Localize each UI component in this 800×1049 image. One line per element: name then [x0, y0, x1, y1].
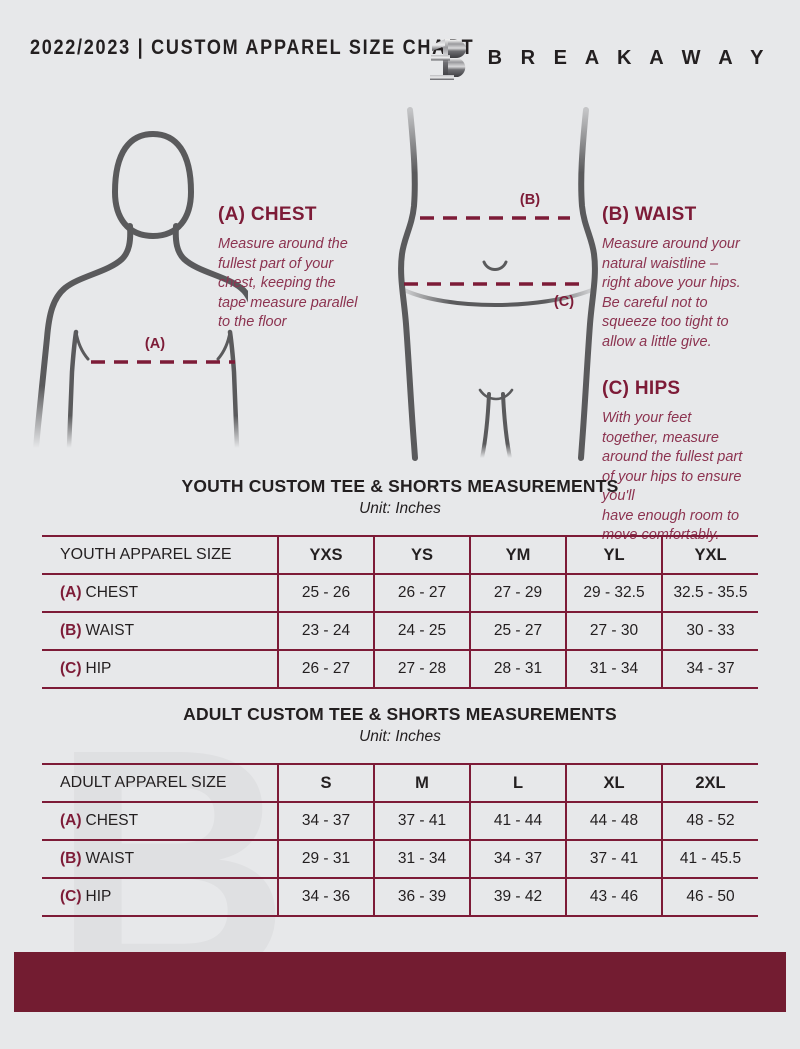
note-chest: (A) CHEST Measure around the fullest par…	[218, 204, 393, 333]
table-cell: 34 - 36	[277, 877, 374, 917]
size-chart-page: 2022/2023 | CUSTOM APPAREL SIZE CHART	[0, 34, 800, 1012]
note-waist-body: Measure around your natural waistline – …	[602, 236, 741, 350]
table-cell: 27 - 28	[373, 649, 470, 689]
note-waist-heading: (B) WAIST	[602, 204, 697, 225]
adult-row-label-waist: (B) WAIST	[42, 839, 278, 878]
page-header: 2022/2023 | CUSTOM APPAREL SIZE CHART	[0, 34, 800, 80]
adult-section-unit: Unit: Inches	[359, 728, 441, 745]
youth-size-column-ys: YS	[373, 535, 470, 574]
table-cell: 29 - 32.5	[565, 573, 662, 612]
adult-size-table: ADULT APPAREL SIZE S M L XL 2XL (A) CHEST 34 - 3…	[42, 763, 758, 917]
brand-name: B R E A K A W A Y	[487, 46, 770, 69]
table-cell: 32.5 - 35.5	[661, 573, 758, 612]
adult-section: ADULT CUSTOM TEE & SHORTS MEASUREMENTS U…	[42, 704, 758, 917]
table-cell: 30 - 33	[661, 611, 758, 650]
hips-measure-label: (C)	[554, 294, 574, 310]
note-hips-body: With your feet together, measure around …	[602, 410, 743, 543]
youth-size-column-ym: YM	[469, 535, 566, 574]
youth-row-label-hip: (C) HIP	[42, 649, 278, 689]
table-cell: 48 - 52	[661, 801, 758, 840]
youth-section-unit: Unit: Inches	[359, 500, 441, 517]
adult-apparel-size-header: ADULT APPAREL SIZE	[42, 763, 278, 802]
chest-measure-label: (A)	[145, 336, 165, 352]
row-tag: (B)	[60, 622, 82, 639]
adult-section-title: ADULT CUSTOM TEE & SHORTS MEASUREMENTS	[183, 704, 617, 724]
footer-bar	[14, 952, 786, 1012]
adult-size-column-xl: XL	[565, 763, 662, 802]
table-cell: 25 - 27	[469, 611, 566, 650]
table-cell: 41 - 44	[469, 801, 566, 840]
note-hips-heading: (C) HIPS	[602, 378, 681, 399]
table-cell: 27 - 30	[565, 611, 662, 650]
table-cell: 37 - 41	[373, 801, 470, 840]
youth-section-title: YOUTH CUSTOM TEE & SHORTS MEASUREMENTS	[181, 476, 619, 496]
youth-size-column-yl: YL	[565, 535, 662, 574]
breakaway-b-logo-icon	[429, 39, 466, 80]
note-chest-heading: (A) CHEST	[218, 204, 317, 225]
table-cell: 27 - 29	[469, 573, 566, 612]
page-title: 2022/2023 | CUSTOM APPAREL SIZE CHART	[30, 36, 475, 59]
youth-row-label-waist: (B) WAIST	[42, 611, 278, 650]
brand-lockup: B R E A K A W A Y	[426, 34, 770, 82]
adult-row-label-hip: (C) HIP	[42, 877, 278, 917]
table-cell: 26 - 27	[373, 573, 470, 612]
table-cell: 26 - 27	[277, 649, 374, 689]
adult-size-column-s: S	[277, 763, 374, 802]
table-cell: 31 - 34	[373, 839, 470, 878]
adult-size-column-2xl: 2XL	[661, 763, 758, 802]
youth-size-column-yxl: YXL	[661, 535, 758, 574]
table-cell: 34 - 37	[469, 839, 566, 878]
table-cell: 37 - 41	[565, 839, 662, 878]
waist-measure-label: (B)	[520, 192, 540, 208]
table-cell: 41 - 45.5	[661, 839, 758, 878]
adult-size-column-l: L	[469, 763, 566, 802]
table-cell: 44 - 48	[565, 801, 662, 840]
table-cell: 31 - 34	[565, 649, 662, 689]
table-row: (B) WAIST 29 - 31 31 - 34 34 - 37 37 - 41 41 -…	[42, 839, 758, 878]
note-waist: (B) WAIST Measure around your natural wa…	[602, 204, 784, 352]
youth-size-table: YOUTH APPAREL SIZE YXS YS YM YL YXL (A) CHEST 25…	[42, 535, 758, 689]
row-tag: (A)	[60, 584, 82, 601]
table-cell: 23 - 24	[277, 611, 374, 650]
table-cell: 46 - 50	[661, 877, 758, 917]
adult-row-label-chest: (A) CHEST	[42, 801, 278, 840]
table-cell: 25 - 26	[277, 573, 374, 612]
note-chest-body: Measure around the fullest part of your …	[218, 236, 358, 330]
youth-table-header-row: YOUTH APPAREL SIZE YXS YS YM YL YXL	[42, 535, 758, 574]
lower-body-hips-illustration: (B) (C)	[398, 107, 598, 461]
upper-body-torso-illustration: (A)	[33, 130, 248, 451]
table-cell: 36 - 39	[373, 877, 470, 917]
youth-apparel-size-header: YOUTH APPAREL SIZE	[42, 535, 278, 574]
table-cell: 29 - 31	[277, 839, 374, 878]
note-hips: (C) HIPS With your feet together, measur…	[602, 378, 782, 546]
youth-size-column-yxs: YXS	[277, 535, 374, 574]
youth-row-label-chest: (A) CHEST	[42, 573, 278, 612]
table-row: (C) HIP 26 - 27 27 - 28 28 - 31 31 - 34 34 - 3…	[42, 649, 758, 689]
table-cell: 34 - 37	[277, 801, 374, 840]
table-row: (C) HIP 34 - 36 36 - 39 39 - 42 43 - 46 46 - 5…	[42, 877, 758, 917]
table-row: (B) WAIST 23 - 24 24 - 25 25 - 27 27 - 30 30 -…	[42, 611, 758, 650]
table-cell: 24 - 25	[373, 611, 470, 650]
row-tag: (C)	[60, 888, 82, 905]
table-cell: 34 - 37	[661, 649, 758, 689]
row-tag: (B)	[60, 850, 82, 867]
table-cell: 43 - 46	[565, 877, 662, 917]
measurement-illustrations: (A)	[0, 96, 800, 543]
table-cell: 28 - 31	[469, 649, 566, 689]
row-tag: (C)	[60, 660, 82, 677]
table-row: (A) CHEST 25 - 26 26 - 27 27 - 29 29 - 32.5 32…	[42, 573, 758, 612]
row-tag: (A)	[60, 812, 82, 829]
table-row: (A) CHEST 34 - 37 37 - 41 41 - 44 44 - 48 48 -…	[42, 801, 758, 840]
adult-size-column-m: M	[373, 763, 470, 802]
adult-table-header-row: ADULT APPAREL SIZE S M L XL 2XL	[42, 763, 758, 802]
youth-section: YOUTH CUSTOM TEE & SHORTS MEASUREMENTS U…	[42, 476, 758, 689]
table-cell: 39 - 42	[469, 877, 566, 917]
